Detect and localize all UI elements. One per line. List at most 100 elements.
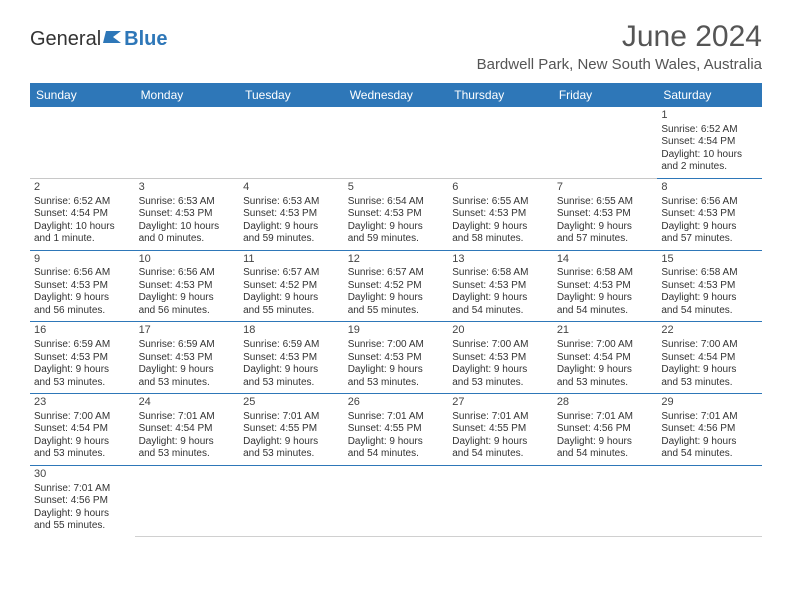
sunset-text: Sunset: 4:53 PM xyxy=(139,280,236,293)
daylight-text: and 53 minutes. xyxy=(34,377,131,390)
day-number: 13 xyxy=(452,253,549,267)
day-cell: 27Sunrise: 7:01 AMSunset: 4:55 PMDayligh… xyxy=(448,394,553,466)
daylight-text: and 56 minutes. xyxy=(139,305,236,318)
daylight-text: Daylight: 9 hours xyxy=(348,221,445,234)
daylight-text: Daylight: 9 hours xyxy=(452,221,549,234)
sunrise-text: Sunrise: 6:55 AM xyxy=(452,196,549,209)
week-row: 23Sunrise: 7:00 AMSunset: 4:54 PMDayligh… xyxy=(30,394,762,466)
daylight-text: Daylight: 10 hours xyxy=(34,221,131,234)
week-row: 9Sunrise: 6:56 AMSunset: 4:53 PMDaylight… xyxy=(30,250,762,322)
daylight-text: Daylight: 9 hours xyxy=(348,364,445,377)
sunrise-text: Sunrise: 7:01 AM xyxy=(661,411,758,424)
day-cell: 15Sunrise: 6:58 AMSunset: 4:53 PMDayligh… xyxy=(657,250,762,322)
day-number: 4 xyxy=(243,181,340,195)
col-wednesday: Wednesday xyxy=(344,83,449,107)
day-number: 17 xyxy=(139,324,236,338)
sunrise-text: Sunrise: 7:01 AM xyxy=(34,483,131,496)
day-cell: 23Sunrise: 7:00 AMSunset: 4:54 PMDayligh… xyxy=(30,394,135,466)
sunset-text: Sunset: 4:53 PM xyxy=(661,280,758,293)
daylight-text: and 54 minutes. xyxy=(557,305,654,318)
sunrise-text: Sunrise: 6:57 AM xyxy=(348,267,445,280)
day-number: 8 xyxy=(661,181,758,195)
sunrise-text: Sunrise: 6:56 AM xyxy=(661,196,758,209)
day-number: 10 xyxy=(139,253,236,267)
day-number: 24 xyxy=(139,396,236,410)
sunset-text: Sunset: 4:54 PM xyxy=(661,352,758,365)
sunrise-text: Sunrise: 6:55 AM xyxy=(557,196,654,209)
sunrise-text: Sunrise: 6:59 AM xyxy=(34,339,131,352)
sunset-text: Sunset: 4:56 PM xyxy=(557,423,654,436)
sunset-text: Sunset: 4:52 PM xyxy=(243,280,340,293)
sunset-text: Sunset: 4:53 PM xyxy=(34,352,131,365)
day-cell xyxy=(135,107,240,178)
day-number: 23 xyxy=(34,396,131,410)
daylight-text: Daylight: 9 hours xyxy=(557,436,654,449)
daylight-text: and 54 minutes. xyxy=(557,448,654,461)
weekday-header-row: Sunday Monday Tuesday Wednesday Thursday… xyxy=(30,83,762,107)
sunrise-text: Sunrise: 7:01 AM xyxy=(557,411,654,424)
day-cell: 5Sunrise: 6:54 AMSunset: 4:53 PMDaylight… xyxy=(344,178,449,250)
day-cell: 7Sunrise: 6:55 AMSunset: 4:53 PMDaylight… xyxy=(553,178,658,250)
col-tuesday: Tuesday xyxy=(239,83,344,107)
day-number: 11 xyxy=(243,253,340,267)
sunrise-text: Sunrise: 6:52 AM xyxy=(661,124,758,137)
week-row: 16Sunrise: 6:59 AMSunset: 4:53 PMDayligh… xyxy=(30,322,762,394)
day-cell: 8Sunrise: 6:56 AMSunset: 4:53 PMDaylight… xyxy=(657,178,762,250)
daylight-text: Daylight: 9 hours xyxy=(243,292,340,305)
day-number: 2 xyxy=(34,181,131,195)
sunset-text: Sunset: 4:53 PM xyxy=(34,280,131,293)
location: Bardwell Park, New South Wales, Australi… xyxy=(477,56,762,73)
col-thursday: Thursday xyxy=(448,83,553,107)
sunrise-text: Sunrise: 7:01 AM xyxy=(452,411,549,424)
day-cell: 6Sunrise: 6:55 AMSunset: 4:53 PMDaylight… xyxy=(448,178,553,250)
sunrise-text: Sunrise: 7:01 AM xyxy=(139,411,236,424)
col-saturday: Saturday xyxy=(657,83,762,107)
sunset-text: Sunset: 4:54 PM xyxy=(139,423,236,436)
daylight-text: Daylight: 9 hours xyxy=(452,436,549,449)
sunset-text: Sunset: 4:53 PM xyxy=(139,208,236,221)
day-cell: 25Sunrise: 7:01 AMSunset: 4:55 PMDayligh… xyxy=(239,394,344,466)
sunset-text: Sunset: 4:53 PM xyxy=(243,208,340,221)
daylight-text: Daylight: 9 hours xyxy=(34,436,131,449)
sunrise-text: Sunrise: 6:56 AM xyxy=(34,267,131,280)
header: General Blue June 2024 Bardwell Park, Ne… xyxy=(30,20,762,73)
daylight-text: Daylight: 10 hours xyxy=(661,149,758,162)
daylight-text: and 54 minutes. xyxy=(452,305,549,318)
day-cell xyxy=(553,107,658,178)
sunset-text: Sunset: 4:54 PM xyxy=(34,208,131,221)
daylight-text: Daylight: 9 hours xyxy=(661,436,758,449)
day-cell: 18Sunrise: 6:59 AMSunset: 4:53 PMDayligh… xyxy=(239,322,344,394)
day-number: 9 xyxy=(34,253,131,267)
day-number: 27 xyxy=(452,396,549,410)
sunset-text: Sunset: 4:54 PM xyxy=(557,352,654,365)
day-cell: 21Sunrise: 7:00 AMSunset: 4:54 PMDayligh… xyxy=(553,322,658,394)
daylight-text: and 59 minutes. xyxy=(243,233,340,246)
daylight-text: and 56 minutes. xyxy=(34,305,131,318)
sunrise-text: Sunrise: 7:00 AM xyxy=(661,339,758,352)
col-sunday: Sunday xyxy=(30,83,135,107)
day-number: 5 xyxy=(348,181,445,195)
sunset-text: Sunset: 4:53 PM xyxy=(661,208,758,221)
day-number: 6 xyxy=(452,181,549,195)
daylight-text: Daylight: 9 hours xyxy=(34,292,131,305)
day-cell: 10Sunrise: 6:56 AMSunset: 4:53 PMDayligh… xyxy=(135,250,240,322)
sunset-text: Sunset: 4:53 PM xyxy=(348,352,445,365)
daylight-text: Daylight: 9 hours xyxy=(139,292,236,305)
day-cell: 26Sunrise: 7:01 AMSunset: 4:55 PMDayligh… xyxy=(344,394,449,466)
day-number: 26 xyxy=(348,396,445,410)
day-cell: 2Sunrise: 6:52 AMSunset: 4:54 PMDaylight… xyxy=(30,178,135,250)
daylight-text: and 53 minutes. xyxy=(243,377,340,390)
daylight-text: and 55 minutes. xyxy=(243,305,340,318)
week-row: 2Sunrise: 6:52 AMSunset: 4:54 PMDaylight… xyxy=(30,178,762,250)
day-number: 30 xyxy=(34,468,131,482)
week-row: 30Sunrise: 7:01 AMSunset: 4:56 PMDayligh… xyxy=(30,465,762,536)
daylight-text: and 53 minutes. xyxy=(452,377,549,390)
daylight-text: and 55 minutes. xyxy=(34,520,131,533)
sunset-text: Sunset: 4:56 PM xyxy=(34,495,131,508)
daylight-text: Daylight: 9 hours xyxy=(243,364,340,377)
daylight-text: and 57 minutes. xyxy=(661,233,758,246)
sunset-text: Sunset: 4:53 PM xyxy=(452,208,549,221)
daylight-text: and 53 minutes. xyxy=(661,377,758,390)
month-title: June 2024 xyxy=(477,20,762,54)
logo-text-1: General xyxy=(30,28,101,51)
